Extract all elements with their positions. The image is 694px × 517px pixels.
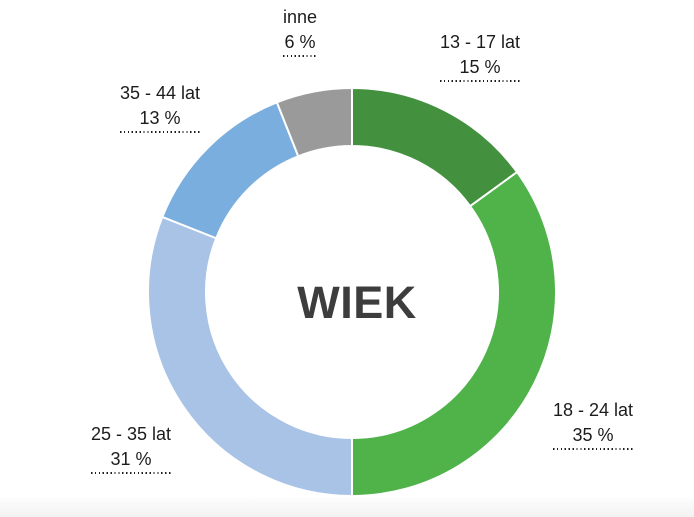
donut-slice-0 [351,86,519,208]
callout-18-24-lat: 18 - 24 lat 35 % [552,398,634,450]
callout-13-17-lat: 13 - 17 lat 15 % [439,30,521,82]
dotted-underline [119,131,201,133]
callout-inne: inne 6 % [282,5,318,57]
slice-value: 35 % [572,425,614,445]
slice-value: 6 % [284,32,316,52]
dotted-underline [282,55,318,57]
slice-label: 35 - 44 lat [119,83,201,103]
slice-value: 31 % [110,449,152,469]
slice-label: 25 - 35 lat [90,424,172,444]
slice-label: 13 - 17 lat [439,32,521,52]
dotted-underline [439,80,521,82]
slice-label: inne [282,7,318,27]
donut-slice-4 [275,86,353,158]
slice-value: 15 % [459,57,501,77]
dotted-underline [90,472,172,474]
chart-center-title: WIEK [297,277,417,328]
callout-25-35-lat: 25 - 35 lat 31 % [90,422,172,474]
donut-slice-1 [351,170,557,498]
dotted-underline [552,448,634,450]
slice-label: 18 - 24 lat [552,400,634,420]
donut-slice-2 [147,215,353,498]
slice-value: 13 % [139,108,181,128]
footer-strip [0,497,694,517]
callout-35-44-lat: 35 - 44 lat 13 % [119,81,201,133]
